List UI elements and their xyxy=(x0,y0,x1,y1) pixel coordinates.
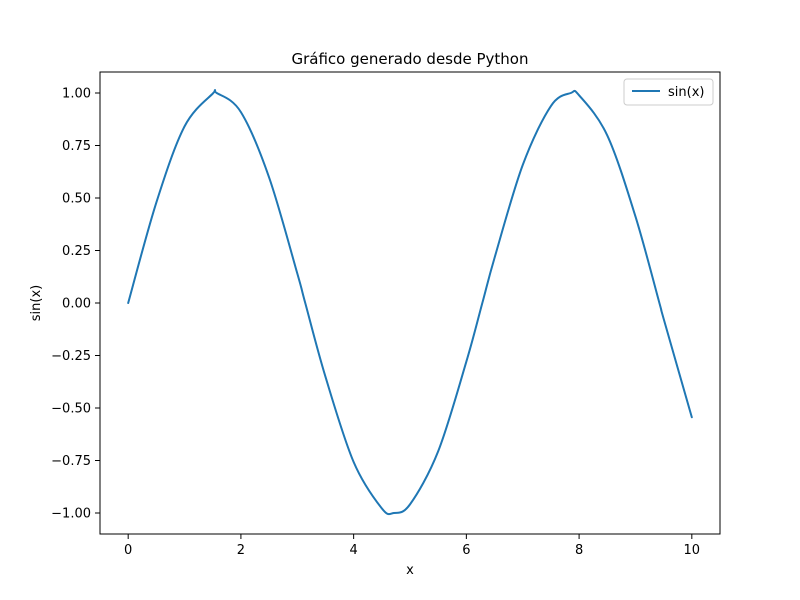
y-tick-label: −1.00 xyxy=(51,507,91,522)
y-tick-label: 0.25 xyxy=(62,244,91,259)
y-tick-label: −0.25 xyxy=(51,349,91,364)
x-axis: 0 2 4 6 8 10 xyxy=(124,534,700,558)
series-line-0 xyxy=(127,89,693,516)
y-axis-label: sin(x) xyxy=(29,285,44,321)
x-tick-label: 8 xyxy=(575,543,583,558)
y-tick-label: 0.50 xyxy=(62,192,91,207)
x-axis-label: x xyxy=(406,563,414,578)
x-tick-label: 2 xyxy=(237,543,245,558)
y-axis: −1.00 −0.75 −0.50 −0.25 0.00 0.25 0.50 0.75 1.00 xyxy=(51,87,100,522)
y-tick-label: 1.00 xyxy=(62,87,91,102)
legend-label-sin: sin(x) xyxy=(668,85,704,100)
legend-box xyxy=(623,78,714,106)
y-tick-label: −0.50 xyxy=(51,402,91,417)
plot-area xyxy=(127,89,693,516)
x-tick-label: 10 xyxy=(684,543,701,558)
chart-title: Gráfico generado desde Python xyxy=(291,50,528,68)
x-tick-label: 6 xyxy=(462,543,470,558)
x-tick-label: 0 xyxy=(124,543,132,558)
y-tick-label: −0.75 xyxy=(51,454,91,469)
y-tick-label: 0.00 xyxy=(62,297,91,312)
legend: sin(x) xyxy=(623,78,714,106)
x-tick-label: 4 xyxy=(349,543,357,558)
y-tick-label: 0.75 xyxy=(62,139,91,154)
